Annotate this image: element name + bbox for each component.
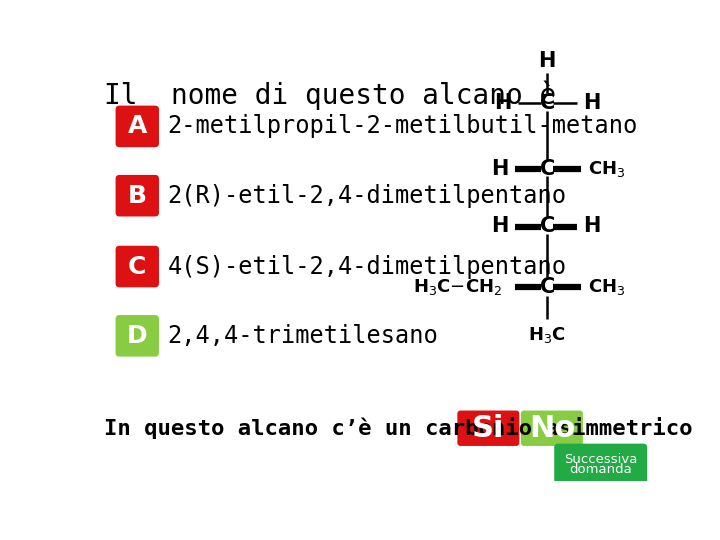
- Text: Il  nome di questo alcano è: Il nome di questo alcano è: [104, 80, 557, 110]
- Text: H: H: [491, 159, 508, 179]
- Text: C: C: [539, 159, 555, 179]
- Text: Si: Si: [472, 414, 505, 443]
- Text: D: D: [127, 324, 148, 348]
- Text: Successiva: Successiva: [564, 453, 637, 465]
- Text: No: No: [528, 414, 575, 443]
- FancyBboxPatch shape: [116, 246, 159, 287]
- Text: H: H: [583, 93, 600, 113]
- Text: In questo alcano c’è un carbonio asimmetrico: In questo alcano c’è un carbonio asimmet…: [104, 417, 693, 439]
- Text: CH$_3$: CH$_3$: [588, 276, 626, 296]
- Text: 2,4,4-trimetilesano: 2,4,4-trimetilesano: [168, 324, 438, 348]
- Text: H: H: [491, 217, 508, 237]
- FancyBboxPatch shape: [457, 410, 519, 446]
- FancyBboxPatch shape: [521, 410, 583, 446]
- Text: CH$_3$: CH$_3$: [588, 159, 626, 179]
- FancyBboxPatch shape: [116, 175, 159, 217]
- FancyBboxPatch shape: [116, 106, 159, 147]
- Text: C: C: [539, 217, 555, 237]
- Text: H$_3$C$-$CH$_2$: H$_3$C$-$CH$_2$: [413, 276, 503, 296]
- Text: C: C: [539, 276, 555, 296]
- Text: domanda: domanda: [570, 463, 632, 476]
- FancyBboxPatch shape: [554, 444, 647, 484]
- Text: 4(S)-etil-2,4-dimetilpentano: 4(S)-etil-2,4-dimetilpentano: [168, 254, 567, 279]
- Text: 2-metilpropil-2-metilbutil-metano: 2-metilpropil-2-metilbutil-metano: [168, 114, 638, 138]
- FancyBboxPatch shape: [116, 315, 159, 356]
- Text: H: H: [539, 51, 556, 71]
- Text: A: A: [127, 114, 147, 138]
- Text: 2(R)-etil-2,4-dimetilpentano: 2(R)-etil-2,4-dimetilpentano: [168, 184, 567, 208]
- Text: C: C: [128, 254, 146, 279]
- Text: C: C: [539, 93, 555, 113]
- Text: B: B: [127, 184, 147, 208]
- Text: H: H: [494, 93, 512, 113]
- Text: H$_3$C: H$_3$C: [528, 325, 566, 345]
- Text: H: H: [583, 217, 600, 237]
